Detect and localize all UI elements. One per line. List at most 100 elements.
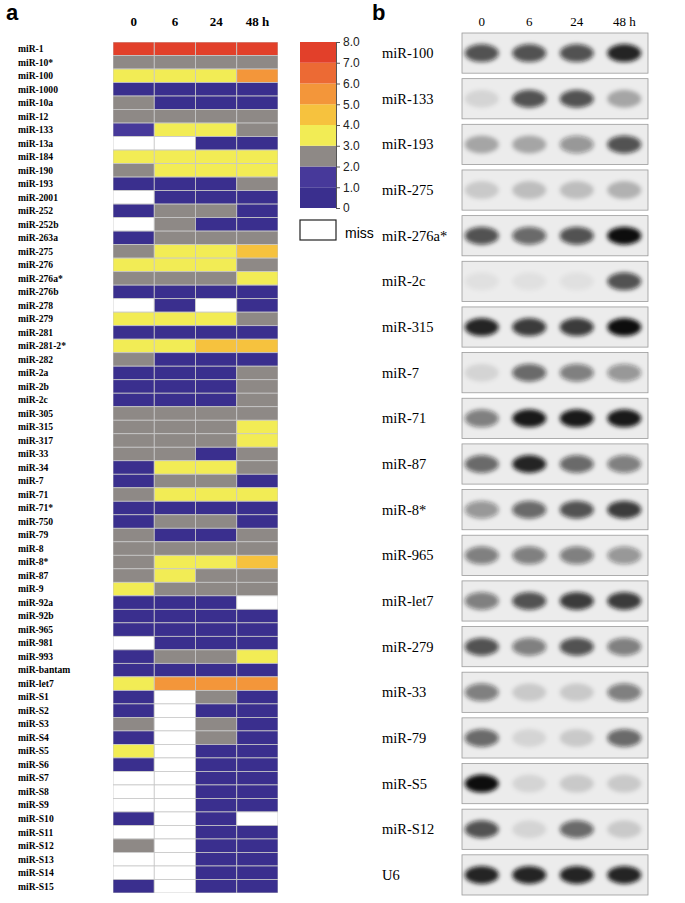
blot-background: [462, 444, 648, 484]
heatmap-cell: [196, 717, 237, 731]
heatmap-cell: [154, 393, 195, 407]
heatmap-cell: [154, 164, 195, 178]
heatmap-cell: [237, 474, 278, 488]
heatmap-cell: [113, 798, 154, 812]
heatmap-cell: [113, 407, 154, 421]
heatmap-cell: [237, 393, 278, 407]
heatmap-cell: [154, 501, 195, 515]
row-label: miR-S8: [18, 786, 49, 797]
heatmap-cell: [154, 353, 195, 367]
heatmap-cell: [154, 407, 195, 421]
blot-band: [607, 546, 641, 564]
blot-band: [560, 866, 594, 884]
heatmap-cell: [196, 609, 237, 623]
heatmap-cell: [237, 771, 278, 785]
heatmap-cell: [196, 258, 237, 272]
blot-band: [512, 638, 546, 656]
missing-swatch: [300, 220, 336, 240]
row-label: miR-252: [18, 205, 53, 216]
heatmap-cell: [196, 812, 237, 826]
heatmap-cell: [237, 879, 278, 893]
heatmap-cell: [237, 285, 278, 299]
heatmap-cell: [154, 488, 195, 502]
blot-band: [560, 501, 594, 519]
figure: a062448 hmiR-1miR-10*miR-100miR-1000miR-…: [0, 0, 685, 903]
heatmap-cell: [196, 326, 237, 340]
colorbar-tick-label: 1.0: [343, 181, 360, 195]
blot-band: [512, 44, 546, 62]
blot-band: [607, 318, 641, 336]
heatmap-cell: [154, 515, 195, 529]
heatmap-cell: [237, 272, 278, 286]
column-label: 6: [172, 14, 179, 29]
heatmap-cell: [196, 839, 237, 853]
colorbar-segment: [300, 63, 336, 84]
heatmap-cell: [154, 677, 195, 691]
heatmap-cell: [237, 461, 278, 475]
blot-band: [560, 44, 594, 62]
heatmap-cell: [154, 690, 195, 704]
column-label: 6: [526, 14, 533, 29]
heatmap-cell: [237, 339, 278, 353]
blot-band: [607, 364, 641, 382]
heatmap-cell: [113, 690, 154, 704]
colorbar-tick-label: 6.0: [343, 77, 360, 91]
row-label: miR-965: [382, 547, 434, 563]
row-label: miR-281: [18, 327, 53, 338]
blot-strip: [462, 124, 648, 164]
blot-band: [607, 638, 641, 656]
heatmap-cell: [113, 366, 154, 380]
heatmap-cell: [196, 758, 237, 772]
panel-label: a: [6, 0, 19, 25]
row-label: miR-S14: [18, 867, 54, 878]
heatmap-cell: [237, 299, 278, 313]
row-label: miR-279: [382, 639, 434, 655]
heatmap-cell: [154, 69, 195, 83]
blot-band: [560, 775, 594, 793]
heatmap-cell: [154, 218, 195, 232]
panel-label: b: [372, 0, 385, 25]
heatmap-cell: [237, 717, 278, 731]
heatmap-cell: [196, 56, 237, 70]
row-label: miR-305: [18, 408, 53, 419]
heatmap-cell: [196, 69, 237, 83]
heatmap-cell: [113, 245, 154, 259]
row-label: miR-9: [18, 583, 44, 594]
heatmap-cell: [196, 744, 237, 758]
blot-band: [607, 775, 641, 793]
row-label: miR-276a*: [382, 228, 447, 244]
heatmap-cell: [154, 231, 195, 245]
colorbar-tick: 4.0: [336, 118, 360, 132]
heatmap-cell: [237, 596, 278, 610]
blot-band: [560, 409, 594, 427]
blot-background: [462, 718, 648, 758]
heatmap-cell: [196, 353, 237, 367]
colorbar-tick: 5.0: [336, 98, 360, 112]
heatmap-cell: [154, 123, 195, 137]
blot-strip: [462, 353, 648, 393]
row-label: miR-S12: [382, 821, 434, 837]
heatmap-cell: [113, 204, 154, 218]
heatmap-cell: [113, 123, 154, 137]
blot-strip: [462, 718, 648, 758]
heatmap-cell: [113, 744, 154, 758]
blot-strip: [462, 261, 648, 301]
blot-strip: [462, 672, 648, 712]
heatmap-cell: [113, 326, 154, 340]
heatmap-cell: [237, 758, 278, 772]
row-label: miR-bantam: [18, 664, 70, 675]
heatmap-cell: [113, 285, 154, 299]
heatmap-cell: [237, 825, 278, 839]
heatmap-cell: [237, 164, 278, 178]
row-label: miR-S11: [18, 827, 53, 838]
row-label: miR-279: [18, 313, 53, 324]
row-label: miR-10*: [18, 57, 53, 68]
row-label: miR-S5: [18, 745, 49, 756]
colorbar-tick: 8.0: [336, 35, 360, 49]
row-label: miR-193: [382, 136, 434, 152]
blot-band: [560, 135, 594, 153]
heatmap-cell: [154, 771, 195, 785]
row-label: miR-let7: [382, 593, 434, 609]
heatmap-cell: [237, 704, 278, 718]
row-label: miR-981: [18, 637, 53, 648]
